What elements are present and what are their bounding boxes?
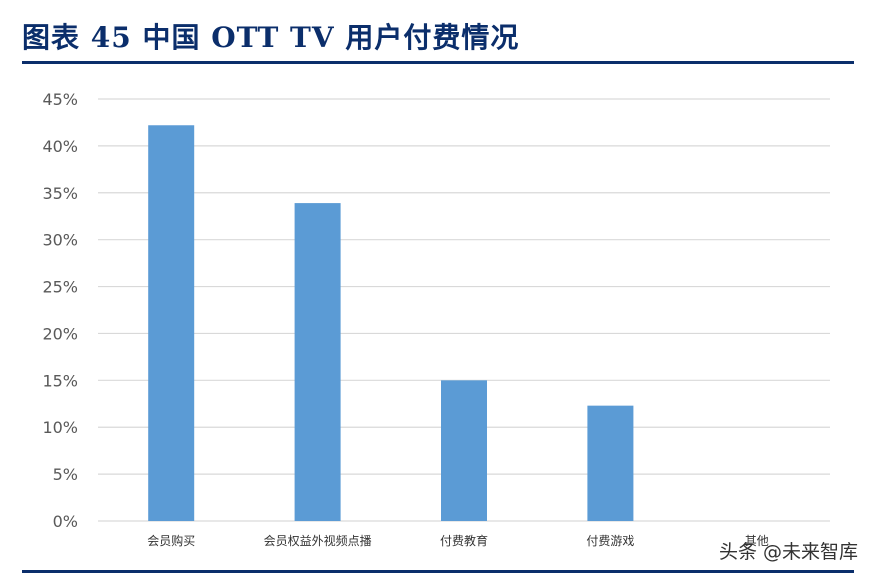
y-tick-label: 35% [42,184,78,203]
x-tick-label: 付费游戏 [586,534,634,548]
y-tick-label: 5% [53,465,78,484]
bottom-rule [22,570,854,573]
bar [148,125,195,521]
bar [587,405,634,521]
figure-header: 图表 45 中国 OTT TV 用户付费情况 [22,14,854,58]
y-tick-label: 20% [42,324,78,343]
chart-area: 0% 5% 10% 15% 20% 25% 30% 35% 40% 45% 会员购买 会员权益外视频点… [22,70,854,566]
bar [441,380,487,521]
y-tick-label: 0% [53,512,78,531]
bar [294,203,341,522]
watermark: 头条 @未来智库 [718,541,858,563]
x-tick-label: 会员购买 [147,533,195,548]
x-tick-label: 付费教育 [440,533,488,548]
y-tick-label: 25% [42,278,78,297]
x-tick-label: 其他 [745,534,769,548]
bar-chart: 0% 5% 10% 15% 20% 25% 30% 35% 40% 45% 会员购买 会员权益外视频点… [42,90,830,548]
x-tick-label: 会员权益外视频点播 [264,533,372,548]
figure-title: 图表 45 中国 OTT TV 用户付费情况 [22,21,520,54]
y-tick-label: 10% [42,418,78,437]
y-tick-label: 15% [42,371,78,390]
top-rule [22,61,854,64]
y-tick-label: 30% [42,231,78,250]
y-tick-label: 45% [42,90,78,109]
y-tick-label: 40% [42,137,78,156]
